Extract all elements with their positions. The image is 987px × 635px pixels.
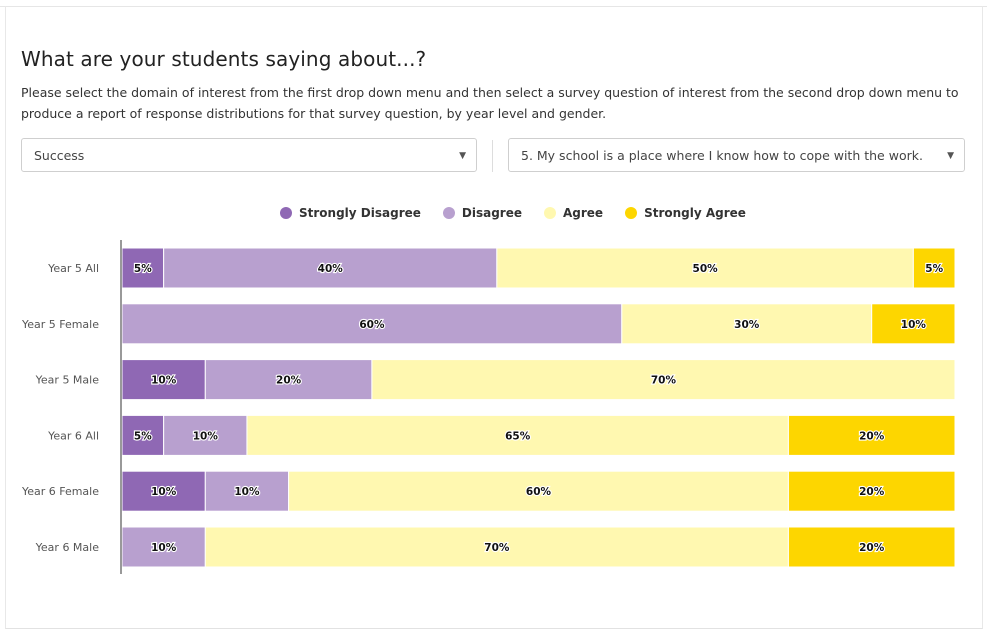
bar-data-label: 5% bbox=[925, 263, 943, 275]
bar-data-label: 70% bbox=[484, 542, 510, 554]
bar-segment-agree[interactable] bbox=[496, 247, 914, 289]
bar-segment-agree[interactable] bbox=[371, 359, 956, 401]
bar-segment-disagree[interactable] bbox=[121, 303, 623, 345]
domain-select[interactable]: Success ▼ bbox=[21, 138, 477, 172]
bar-data-label: 10% bbox=[193, 430, 219, 442]
bar-data-label: 20% bbox=[276, 375, 302, 387]
chart-legend: Strongly Disagree Disagree Agree Strongly A… bbox=[280, 204, 768, 222]
bar-segment-strongly-agree[interactable] bbox=[912, 247, 956, 289]
legend-label: Disagree bbox=[461, 206, 522, 220]
y-tick-label: Year 5 All bbox=[47, 262, 99, 275]
y-tick-label: Year 5 Female bbox=[21, 318, 99, 331]
chevron-down-icon: ▼ bbox=[947, 151, 954, 161]
chevron-down-icon: ▼ bbox=[459, 151, 466, 161]
legend-swatch bbox=[280, 207, 292, 219]
legend-item-agree[interactable]: Agree bbox=[544, 206, 603, 220]
bar-segment-strongly-disagree[interactable] bbox=[121, 414, 165, 456]
y-tick-label: Year 6 All bbox=[47, 429, 99, 442]
bar-data-label: 10% bbox=[234, 486, 260, 498]
bar-segment-disagree[interactable] bbox=[163, 414, 248, 456]
bar-data-label: 10% bbox=[151, 542, 177, 554]
bar-segment-strongly-agree[interactable] bbox=[787, 414, 956, 456]
bar-segment-agree[interactable] bbox=[246, 414, 789, 456]
bar-data-label: 10% bbox=[151, 486, 177, 498]
bar-data-label: 50% bbox=[693, 263, 719, 275]
bar-segment-agree[interactable] bbox=[204, 526, 789, 568]
legend-swatch bbox=[625, 207, 638, 219]
bar-data-label: 20% bbox=[859, 542, 885, 554]
bar-segment-disagree[interactable] bbox=[121, 526, 206, 568]
bar-segment-disagree[interactable] bbox=[204, 470, 290, 512]
y-tick-label: Year 6 Male bbox=[35, 541, 100, 554]
legend-label: Agree bbox=[563, 206, 604, 220]
legend-item-strongly-disagree[interactable]: Strongly Disagree bbox=[280, 206, 421, 220]
y-tick-label: Year 6 Female bbox=[21, 485, 99, 498]
bar-data-label: 10% bbox=[901, 319, 927, 331]
bar-segment-disagree[interactable] bbox=[204, 359, 373, 401]
bar-data-label: 20% bbox=[859, 486, 885, 498]
question-select[interactable]: 5. My school is a place where I know how… bbox=[508, 138, 965, 172]
bar-segment-strongly-disagree[interactable] bbox=[121, 247, 165, 289]
y-tick-label: Year 5 Male bbox=[35, 374, 100, 387]
bar-data-label: 60% bbox=[359, 319, 385, 331]
bar-segment-strongly-agree[interactable] bbox=[787, 526, 956, 568]
bar-segment-strongly-disagree[interactable] bbox=[121, 470, 206, 512]
legend-item-disagree[interactable]: Disagree bbox=[442, 206, 522, 220]
legend-swatch bbox=[544, 207, 556, 219]
legend-swatch bbox=[442, 207, 455, 219]
page-description: Please select the domain of interest fro… bbox=[21, 85, 959, 121]
bar-segment-strongly-agree[interactable] bbox=[787, 470, 956, 512]
bar-data-label: 65% bbox=[505, 430, 531, 442]
select-divider bbox=[492, 140, 493, 172]
top-rule bbox=[0, 0, 987, 7]
bar-data-label: 60% bbox=[526, 486, 552, 498]
bar-data-label: 5% bbox=[134, 263, 152, 275]
legend-item-strongly-agree[interactable]: Strongly Agree bbox=[625, 206, 746, 220]
bar-data-label: 70% bbox=[651, 375, 677, 387]
bar-data-label: 20% bbox=[859, 430, 885, 442]
report-panel bbox=[5, 6, 983, 629]
bar-data-label: 5% bbox=[134, 430, 152, 442]
bar-segment-disagree[interactable] bbox=[163, 247, 498, 289]
bar-segment-strongly-agree[interactable] bbox=[871, 303, 956, 345]
legend-label: Strongly Disagree bbox=[299, 206, 421, 220]
question-select-value: 5. My school is a place where I know how… bbox=[521, 148, 923, 163]
bar-data-label: 10% bbox=[151, 375, 177, 387]
bar-segment-agree[interactable] bbox=[288, 470, 789, 512]
legend-label: Strongly Agree bbox=[644, 206, 746, 220]
bar-data-label: 30% bbox=[734, 319, 760, 331]
domain-select-value: Success bbox=[34, 148, 85, 163]
page-title: What are your students saying about...? bbox=[21, 47, 427, 71]
bar-data-label: 40% bbox=[318, 263, 344, 275]
